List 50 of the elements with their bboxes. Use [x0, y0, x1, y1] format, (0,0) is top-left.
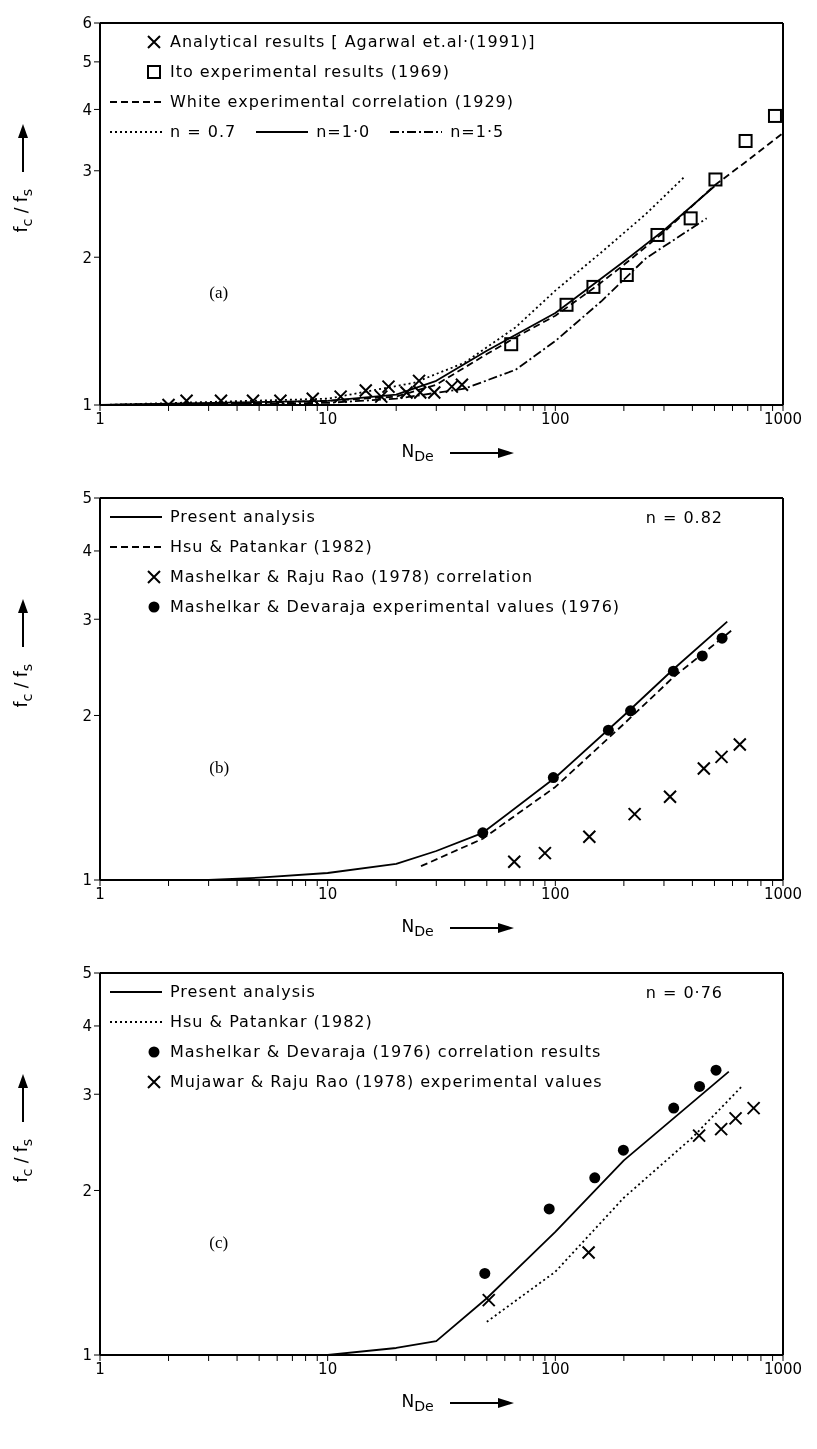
legend-label: Analytical results [ Agarwal et.al·(1991)]: [170, 31, 536, 53]
y-tick-label: 4: [82, 1017, 92, 1036]
annotation: (c): [209, 1232, 229, 1253]
y-tick-label: 4: [82, 100, 92, 119]
legend-label: Hsu & Patankar (1982): [170, 536, 373, 558]
legend-label: Mashelkar & Raju Rao (1978) correlation: [170, 566, 534, 588]
x-tick-label: 1000: [763, 1359, 803, 1378]
legend-label: Mashelkar & Devaraja (1976) correlation results: [170, 1041, 602, 1063]
y-tick-label: 3: [82, 1085, 92, 1104]
x-axis-title: N$_{De}$: [401, 1391, 434, 1415]
y-tick-label: 5: [82, 964, 92, 983]
y-tick-label: 3: [82, 610, 92, 629]
x-tick-label: 1: [95, 409, 105, 428]
legend-label: n=1·0: [316, 121, 371, 143]
x-tick-label: 100: [541, 409, 570, 428]
x-tick-label: 1000: [763, 409, 803, 428]
legend-label: n = 0.7: [170, 121, 237, 143]
legend-label: n=1·5: [450, 121, 505, 143]
x-tick-label: 1: [95, 1359, 105, 1378]
y-tick-label: 5: [82, 489, 92, 508]
legend-label: Hsu & Patankar (1982): [170, 1011, 373, 1033]
annotation: (a): [209, 282, 229, 303]
annotation: n = 0·76: [645, 983, 723, 1002]
legend-label: Ito experimental results (1969): [170, 61, 450, 83]
y-tick-label: 1: [82, 396, 92, 415]
x-axis-title: N$_{De}$: [401, 441, 434, 465]
x-tick-label: 10: [318, 884, 338, 903]
x-axis-title: N$_{De}$: [401, 916, 434, 940]
y-tick-label: 1: [82, 871, 92, 890]
y-tick-label: 4: [82, 542, 92, 561]
legend-label: Present analysis: [170, 506, 316, 528]
x-tick-label: 100: [541, 1359, 570, 1378]
x-tick-label: 10: [318, 1359, 338, 1378]
y-tick-label: 6: [82, 14, 92, 33]
y-tick-label: 5: [82, 53, 92, 72]
annotation: (b): [209, 757, 230, 778]
legend-label: White experimental correlation (1929): [170, 91, 514, 113]
annotation: n = 0.82: [645, 508, 723, 527]
legend-label: Present analysis: [170, 981, 316, 1003]
legend-label: Mujawar & Raju Rao (1978) experimental values: [170, 1071, 603, 1093]
x-tick-label: 10: [318, 409, 338, 428]
y-tick-label: 2: [82, 248, 92, 267]
y-tick-label: 3: [82, 162, 92, 181]
x-tick-label: 1: [95, 884, 105, 903]
y-tick-label: 1: [82, 1346, 92, 1365]
x-tick-label: 1000: [763, 884, 803, 903]
y-tick-label: 2: [82, 1181, 92, 1200]
legend-label: Mashelkar & Devaraja experimental values (1976): [170, 596, 621, 618]
y-tick-label: 2: [82, 706, 92, 725]
x-tick-label: 100: [541, 884, 570, 903]
